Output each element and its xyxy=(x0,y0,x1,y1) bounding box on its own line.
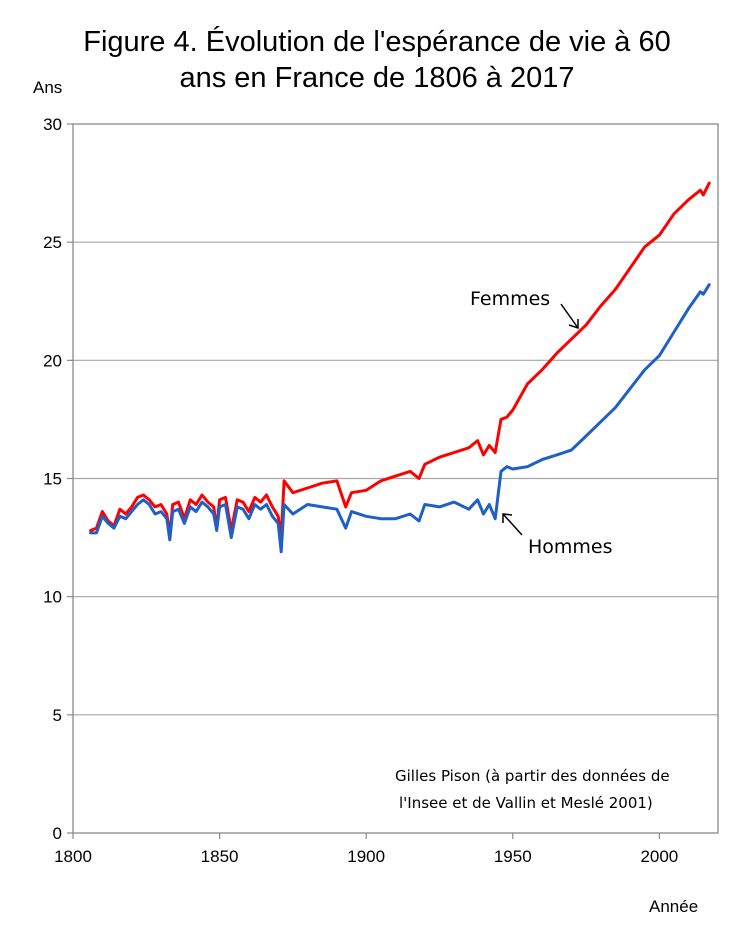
series-line-femmes xyxy=(89,181,711,540)
chart-title: Figure 4. Évolution de l'espérance de vi… xyxy=(0,24,754,96)
series-lines xyxy=(89,181,711,554)
x-tick-label: 1900 xyxy=(347,847,385,866)
x-axis-label: Année xyxy=(649,897,698,916)
x-tick-label: 1850 xyxy=(201,847,239,866)
chart-title-line1: Figure 4. Évolution de l'espérance de vi… xyxy=(83,26,671,58)
y-tick-label: 5 xyxy=(53,706,62,725)
x-axis-ticks: 1800 1850 1900 1950 2000 xyxy=(54,833,678,866)
arrow-hommes-icon xyxy=(502,513,523,536)
y-tick-label: 10 xyxy=(43,588,62,607)
y-tick-label: 15 xyxy=(43,470,62,489)
gridlines xyxy=(73,241,718,716)
x-tick-label: 2000 xyxy=(640,847,678,866)
y-axis-ticks: 0 5 10 15 20 25 30 xyxy=(43,115,73,843)
arrow-femmes-icon xyxy=(560,303,579,330)
series-line-hommes xyxy=(89,283,711,554)
source-credit-line1: Gilles Pison (à partir des données de xyxy=(395,767,670,785)
annotation-hommes: Hommes xyxy=(528,536,613,558)
chart-title-line2: ans en France de 1806 à 2017 xyxy=(179,62,575,94)
source-credit-line2: l'Insee et de Vallin et Meslé 2001) xyxy=(399,794,653,812)
x-tick-label: 1800 xyxy=(54,847,92,866)
x-tick-label: 1950 xyxy=(494,847,532,866)
y-tick-label: 0 xyxy=(53,824,62,843)
y-tick-label: 20 xyxy=(43,351,62,370)
y-tick-label: 25 xyxy=(43,233,62,252)
y-tick-label: 30 xyxy=(43,115,62,134)
y-axis-label: Ans xyxy=(33,78,62,97)
annotation-femmes: Femmes xyxy=(470,288,550,310)
